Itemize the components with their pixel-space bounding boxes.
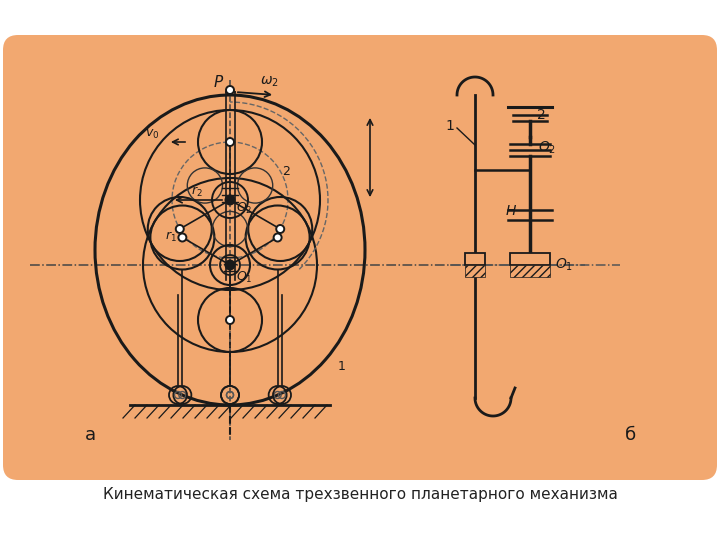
Text: $O_1$: $O_1$ xyxy=(555,257,573,273)
Text: $P$: $P$ xyxy=(213,74,224,90)
FancyBboxPatch shape xyxy=(3,35,717,480)
Bar xyxy=(510,265,550,277)
Text: 1: 1 xyxy=(338,360,346,373)
Text: $r_1$: $r_1$ xyxy=(165,230,177,244)
Circle shape xyxy=(226,86,234,94)
Text: б: б xyxy=(625,426,636,444)
Text: $O_1$: $O_1$ xyxy=(236,270,253,285)
Text: 1: 1 xyxy=(445,119,454,133)
Circle shape xyxy=(226,138,234,146)
Bar xyxy=(465,253,485,265)
Text: $O_2$: $O_2$ xyxy=(538,140,556,157)
Circle shape xyxy=(226,316,234,324)
Circle shape xyxy=(225,195,235,205)
Circle shape xyxy=(176,225,184,233)
Text: $r_2$: $r_2$ xyxy=(191,185,203,199)
Bar xyxy=(465,265,485,277)
Circle shape xyxy=(225,260,235,269)
Text: $H$: $H$ xyxy=(505,204,517,218)
Text: Кинематическая схема трехзвенного планетарного механизма: Кинематическая схема трехзвенного планет… xyxy=(102,488,618,503)
Text: $\omega_2$: $\omega_2$ xyxy=(260,75,279,90)
Bar xyxy=(510,253,550,265)
Circle shape xyxy=(179,233,186,241)
Text: $O_2$: $O_2$ xyxy=(236,201,253,216)
Text: 2: 2 xyxy=(282,165,290,178)
Text: 2: 2 xyxy=(537,108,546,122)
Circle shape xyxy=(274,233,282,241)
Text: $v_0$: $v_0$ xyxy=(145,128,159,141)
Text: а: а xyxy=(85,426,96,444)
Circle shape xyxy=(276,225,284,233)
